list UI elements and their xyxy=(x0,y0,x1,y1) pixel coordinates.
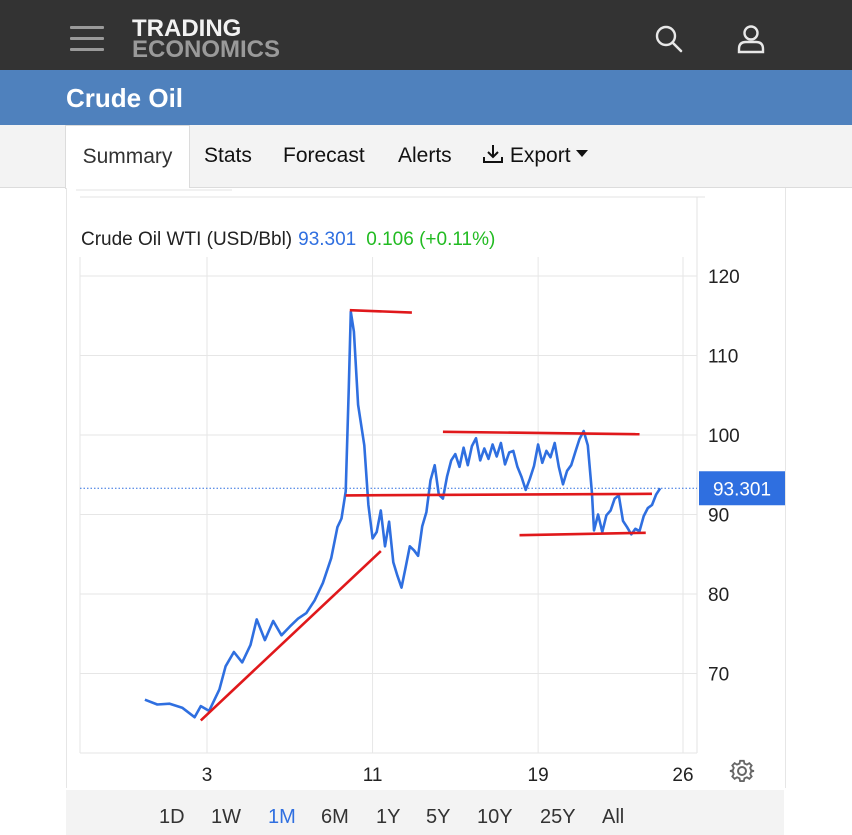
tab-forecast-label: Forecast xyxy=(283,144,365,167)
range-6m[interactable]: 6M xyxy=(321,806,349,828)
quote-change-value: 0.106 xyxy=(366,229,414,250)
annotation-horizontal-line xyxy=(519,531,646,537)
quote-change-pct: (+0.11%) xyxy=(419,229,496,250)
quote-price: 93.301 xyxy=(298,229,357,250)
range-1w[interactable]: 1W xyxy=(211,806,241,828)
tab-export[interactable]: Export xyxy=(482,125,589,187)
annotation-horizontal-line xyxy=(345,492,652,497)
tab-stats[interactable]: Stats xyxy=(204,125,252,187)
page-title: Crude Oil xyxy=(66,83,184,113)
tab-summary[interactable]: Summary xyxy=(65,125,190,189)
title-bar: Crude Oil xyxy=(0,70,852,125)
annotation-trendline-line xyxy=(199,550,382,722)
x-tick-label: 11 xyxy=(363,765,383,786)
tab-alerts-label: Alerts xyxy=(398,144,452,167)
chevron-down-icon xyxy=(576,150,589,157)
hamburger-menu-icon[interactable] xyxy=(70,26,104,52)
tab-export-label: Export xyxy=(509,144,571,167)
range-all[interactable]: All xyxy=(602,806,625,828)
range-10y[interactable]: 10Y xyxy=(477,806,513,828)
logo-line2: ECONOMICS xyxy=(132,36,281,63)
y-tick-label: 120 xyxy=(708,267,740,288)
y-tick-label: 90 xyxy=(708,506,729,527)
tab-alerts[interactable]: Alerts xyxy=(398,125,452,187)
last-price-label: 93.301 xyxy=(713,479,771,500)
last-price-box xyxy=(699,471,785,506)
gear-icon[interactable] xyxy=(729,758,755,784)
y-tick-label: 70 xyxy=(708,665,729,686)
quote-header: Crude Oil WTI (USD/Bbl) 93.301 0.106 (+0.1… xyxy=(81,229,495,251)
range-25y[interactable]: 25Y xyxy=(540,806,576,828)
top-header: TRADING ECONOMICS xyxy=(0,0,852,70)
user-icon[interactable] xyxy=(737,24,767,54)
tab-summary-label: Summary xyxy=(82,145,173,168)
range-1m[interactable]: 1M xyxy=(268,806,296,828)
tab-forecast[interactable]: Forecast xyxy=(283,125,365,187)
series-line xyxy=(144,310,662,719)
y-tick-label: 110 xyxy=(708,347,738,368)
tab-bar: Summary Stats Forecast Alerts Export xyxy=(0,125,852,189)
range-1y[interactable]: 1Y xyxy=(376,806,401,828)
range-selector: 1D 1W 1M 6M 1Y 5Y 10Y 25Y All xyxy=(66,790,784,835)
range-5y[interactable]: 5Y xyxy=(426,806,451,828)
range-1d[interactable]: 1D xyxy=(159,806,185,828)
x-tick-label: 3 xyxy=(202,765,213,786)
y-tick-label: 80 xyxy=(708,585,729,606)
quote-change: 0.106 (+0.11%) xyxy=(366,229,495,250)
x-tick-label: 26 xyxy=(672,765,693,786)
x-tick-label: 19 xyxy=(528,765,549,786)
logo-line1: TRADING xyxy=(132,15,242,42)
quote-name: Crude Oil WTI (USD/Bbl) xyxy=(81,229,293,250)
annotation-horizontal-line xyxy=(442,430,640,436)
trading-economics-logo[interactable]: TRADING ECONOMICS xyxy=(132,15,281,63)
annotation-horizontal-line xyxy=(349,308,412,314)
search-icon[interactable] xyxy=(654,24,684,54)
tab-stats-label: Stats xyxy=(204,144,252,167)
y-tick-label: 100 xyxy=(708,426,740,447)
download-icon xyxy=(483,145,503,163)
